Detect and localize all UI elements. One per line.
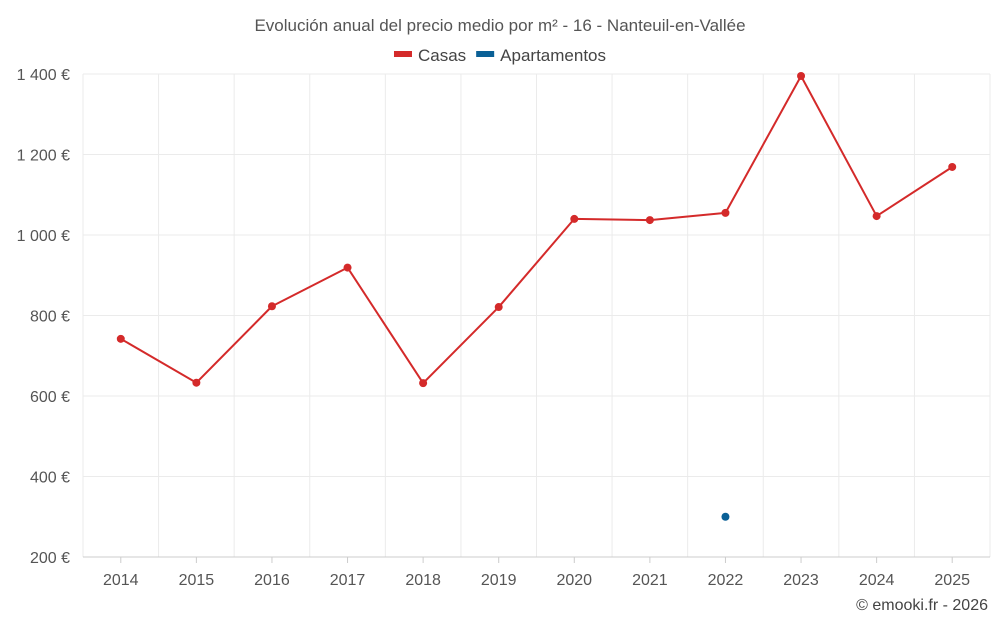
data-point-casas bbox=[797, 72, 806, 81]
grid bbox=[82, 73, 991, 557]
data-point-casas bbox=[948, 162, 957, 171]
y-tick-label: 200 € bbox=[30, 550, 70, 567]
data-point-casas bbox=[116, 334, 125, 343]
series bbox=[116, 72, 957, 521]
y-tick-label: 600 € bbox=[30, 389, 70, 406]
legend: Casas Apartamentos bbox=[393, 46, 606, 65]
data-point-casas bbox=[872, 212, 881, 221]
legend-swatch bbox=[393, 51, 412, 57]
data-point-casas bbox=[267, 302, 276, 311]
x-tick-label: 2022 bbox=[708, 572, 744, 589]
legend-label: Apartamentos bbox=[500, 46, 606, 65]
data-point-casas bbox=[570, 214, 579, 223]
data-point-casas bbox=[645, 216, 654, 225]
x-tick-label: 2019 bbox=[481, 572, 517, 589]
data-point-casas bbox=[192, 378, 201, 387]
x-tick-label: 2015 bbox=[179, 572, 215, 589]
data-point-casas bbox=[494, 303, 503, 312]
x-tick-label: 2024 bbox=[859, 572, 895, 589]
x-tick-label: 2021 bbox=[632, 572, 668, 589]
chart-title: Evolución anual del precio medio por m² … bbox=[254, 16, 745, 35]
y-tick-label: 1 000 € bbox=[17, 228, 70, 245]
y-tick-label: 800 € bbox=[30, 309, 70, 326]
data-point-casas bbox=[343, 263, 352, 272]
data-point-casas bbox=[419, 379, 428, 388]
x-tick-label: 2017 bbox=[330, 572, 366, 589]
x-tick-label: 2025 bbox=[934, 572, 970, 589]
x-tick-label: 2018 bbox=[405, 572, 441, 589]
legend-label: Casas bbox=[418, 46, 466, 65]
y-tick-label: 1 400 € bbox=[17, 67, 70, 84]
x-tick-label: 2023 bbox=[783, 572, 819, 589]
x-tick-label: 2014 bbox=[103, 572, 139, 589]
data-point-casas bbox=[721, 208, 730, 217]
legend-swatch bbox=[476, 51, 495, 57]
axes: 200 € 400 € 600 € 800 € 1 000 € 1 200 € 1 400 … bbox=[17, 67, 990, 589]
credit-label: © emooki.fr - 2026 bbox=[856, 597, 988, 614]
x-tick-label: 2020 bbox=[556, 572, 592, 589]
data-point-apartamentos bbox=[721, 512, 730, 521]
y-tick-label: 1 200 € bbox=[17, 148, 70, 165]
series-line-casas bbox=[120, 75, 953, 385]
y-tick-label: 400 € bbox=[30, 470, 70, 487]
x-tick-label: 2016 bbox=[254, 572, 290, 589]
